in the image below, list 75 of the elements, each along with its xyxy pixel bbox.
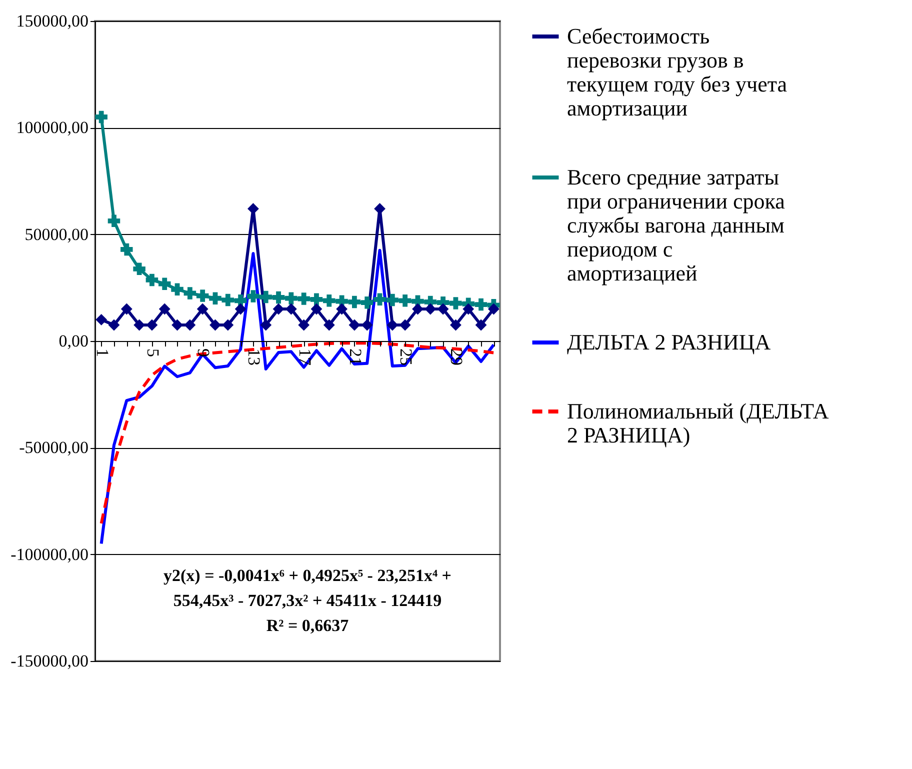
point (95, 110, 108, 124)
point (488, 303, 500, 315)
point (146, 274, 158, 286)
x-tick-label: 5 (143, 348, 162, 357)
point (450, 297, 462, 310)
point (196, 290, 209, 302)
point (374, 293, 386, 306)
x-tick-label: 29 (447, 348, 466, 366)
point (399, 319, 411, 331)
point (260, 290, 272, 304)
point (323, 294, 336, 307)
point (196, 303, 208, 315)
point (450, 319, 462, 331)
y-tick-label: 0,00 (58, 332, 88, 350)
point (323, 319, 335, 331)
x-tick-label: 9 (194, 348, 214, 357)
point (222, 319, 234, 331)
point (260, 319, 272, 331)
point (475, 319, 487, 331)
y-tick-label: -150000,00 (10, 652, 88, 670)
legend-label: ДЕЛЬТА 2 РАЗНИЦА (567, 330, 771, 354)
point (336, 303, 348, 315)
point (462, 303, 474, 315)
point (386, 294, 399, 306)
legend-label: Полиномиальный (ДЕЛЬТА 2 РАЗНИЦА) (567, 398, 829, 448)
x-tick-label: 21 (346, 348, 365, 366)
point (360, 296, 374, 309)
point (184, 287, 196, 300)
point (146, 319, 158, 331)
point (96, 314, 108, 326)
point (398, 294, 412, 307)
x-tick-label: 17 (295, 348, 314, 366)
point (285, 292, 298, 304)
point (184, 319, 196, 331)
point (158, 278, 171, 290)
point (158, 303, 170, 315)
point (108, 319, 120, 331)
point (348, 319, 360, 331)
y-tick-label: 150000,00 (16, 12, 88, 30)
point (120, 243, 133, 256)
point (247, 290, 260, 302)
y-tick-label: 50000,00 (24, 224, 88, 244)
point (133, 262, 146, 276)
legend-label: Всего средние затраты при ограничении срока службы вагона данным периодом с амортизацией (567, 164, 786, 286)
annotation: R² = 0,6637 (266, 616, 350, 636)
point (171, 283, 184, 296)
point (412, 303, 424, 315)
annotation: y2(x) = -0,0041x⁶ + 0,4925x⁵ - 23,251x⁴ + 554,45x³ - 7027,3x² + 45411x - 124419 (164, 566, 452, 610)
y-tick-label: 100000,00 (16, 118, 88, 138)
point (348, 296, 361, 308)
point (474, 298, 488, 311)
point (210, 319, 221, 331)
point (120, 303, 132, 315)
point (234, 303, 246, 315)
x-tick-label: 1 (92, 348, 112, 357)
legend-label: Себестоимость перевозки грузов в текущем году без учета амортизации (567, 24, 788, 120)
point (310, 303, 322, 315)
point (222, 294, 234, 306)
point (209, 292, 222, 304)
y-tick-label: -100000,00 (10, 544, 88, 564)
point (248, 203, 259, 214)
point (386, 319, 398, 331)
point (272, 303, 284, 315)
point (172, 319, 183, 331)
point (310, 293, 323, 306)
point (108, 214, 120, 228)
point (134, 319, 145, 331)
point (272, 291, 285, 304)
point (437, 303, 449, 315)
point (374, 203, 386, 214)
point (298, 292, 310, 305)
x-tick-label: 13 (244, 348, 264, 366)
x-tick-label: 25 (396, 348, 416, 366)
point (298, 319, 310, 331)
y-tick-label: -50000,00 (19, 438, 88, 458)
